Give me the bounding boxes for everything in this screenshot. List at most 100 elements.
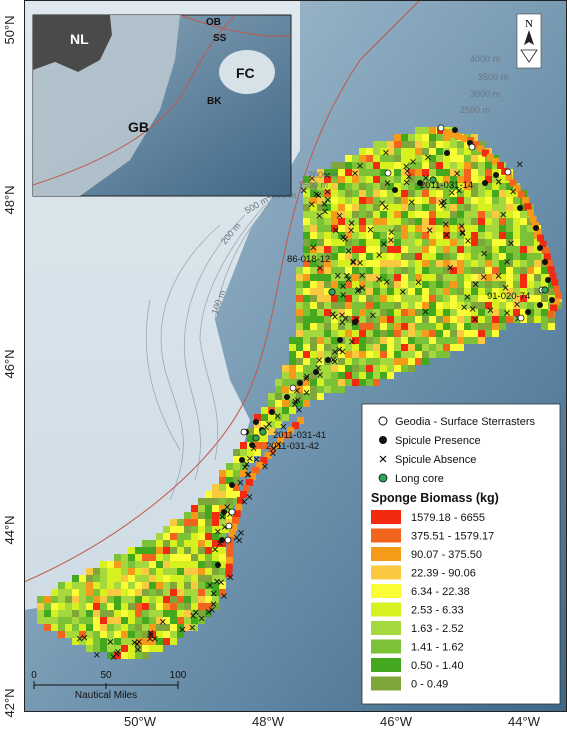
grid-cell — [492, 274, 499, 281]
grid-cell — [543, 253, 551, 261]
grid-cell — [212, 505, 219, 512]
grid-cell — [517, 191, 525, 199]
inset-land-nl — [33, 15, 112, 72]
spicule-presence-marker — [337, 337, 343, 343]
grid-cell — [324, 351, 331, 358]
spicule-presence-marker — [239, 457, 245, 463]
grid-cell — [506, 225, 513, 232]
grid-cell — [401, 197, 408, 204]
grid-cell — [387, 316, 394, 323]
grid-cell — [387, 246, 394, 253]
grid-cell — [345, 218, 352, 225]
grid-cell — [541, 302, 548, 309]
grid-cell — [93, 603, 100, 610]
grid-cell — [338, 365, 345, 372]
grid-cell — [471, 190, 478, 197]
grid-cell — [79, 589, 86, 596]
grid-cell — [478, 218, 485, 225]
grid-cell — [415, 134, 422, 141]
spicule-absence-marker — [303, 375, 310, 382]
grid-cell — [443, 274, 450, 281]
grid-cell — [65, 603, 72, 610]
grid-cell — [477, 145, 484, 153]
grid-cell — [226, 512, 233, 519]
grid-cell — [359, 267, 366, 274]
grid-cell — [86, 596, 93, 603]
grid-cell — [534, 288, 541, 295]
grid-cell — [310, 190, 317, 197]
grid-cell — [352, 351, 359, 358]
grid-cell — [373, 225, 380, 232]
grid-cell — [303, 400, 310, 407]
grid-cell — [429, 309, 436, 316]
grid-cell — [387, 323, 394, 330]
grid-cell — [170, 610, 177, 617]
grid-cell — [541, 323, 548, 330]
grid-cell — [422, 351, 429, 358]
grid-cell — [478, 211, 485, 218]
grid-cell — [352, 225, 359, 232]
spicule-absence-marker — [352, 170, 358, 177]
spicule-absence-marker — [404, 168, 411, 174]
grid-cell — [352, 197, 359, 204]
grid-cell — [471, 323, 478, 330]
lat-label-50n: 50°N — [2, 15, 17, 44]
grid-cell — [65, 589, 72, 596]
spicule-absence-marker — [440, 202, 447, 209]
grid-cell — [366, 309, 373, 316]
grid-cell — [471, 253, 478, 260]
grid-cell — [275, 393, 282, 400]
grid-cell — [541, 309, 548, 316]
spicule-absence-marker — [349, 338, 355, 345]
grid-cell — [408, 155, 415, 162]
grid-cell — [499, 267, 506, 274]
inset-boundary-line — [33, 15, 236, 186]
grid-cell — [114, 645, 121, 652]
grid-cell — [422, 162, 429, 169]
spicule-presence-marker — [533, 225, 539, 231]
grid-cell — [429, 302, 436, 309]
inset-label-ss: SS — [213, 33, 227, 44]
grid-cell — [359, 274, 366, 281]
grid-cell — [394, 281, 401, 288]
grid-cell — [142, 561, 149, 568]
grid-cell — [387, 218, 394, 225]
grid-cell — [499, 246, 506, 253]
grid-cell — [225, 570, 233, 578]
grid-cell — [485, 295, 492, 302]
grid-cell — [198, 554, 205, 561]
grid-cell — [310, 365, 317, 372]
grid-cell — [142, 554, 149, 561]
grid-cell — [471, 162, 478, 169]
grid-cell — [464, 267, 471, 274]
grid-cell — [219, 505, 226, 512]
grid-cell — [443, 281, 450, 288]
grid-cell — [408, 281, 415, 288]
grid-cell — [317, 239, 324, 246]
grid-cell — [331, 337, 338, 344]
grid-cell — [457, 253, 464, 260]
grid-cell — [450, 218, 457, 225]
grid-cell — [100, 638, 107, 645]
grid-cell — [149, 575, 156, 582]
grid-cell — [464, 169, 471, 176]
grid-cell — [415, 330, 422, 337]
grid-cell — [485, 267, 492, 274]
x-mark-icon — [379, 455, 387, 463]
grid-cell — [464, 211, 471, 218]
grid-cell — [464, 253, 471, 260]
grid-cell — [443, 218, 450, 225]
grid-cell — [471, 225, 478, 232]
grid-cell — [317, 246, 324, 253]
grid-cell — [277, 437, 284, 444]
grid-cell — [429, 232, 436, 239]
legend-biomass-title: Sponge Biomass (kg) — [371, 491, 499, 505]
grid-cell — [527, 209, 534, 217]
grid-cell — [205, 561, 212, 568]
grid-cell — [205, 533, 212, 540]
grid-cell — [429, 267, 436, 274]
grid-cell — [296, 295, 303, 302]
grid-cell — [429, 155, 436, 162]
grid-cell — [401, 141, 408, 148]
